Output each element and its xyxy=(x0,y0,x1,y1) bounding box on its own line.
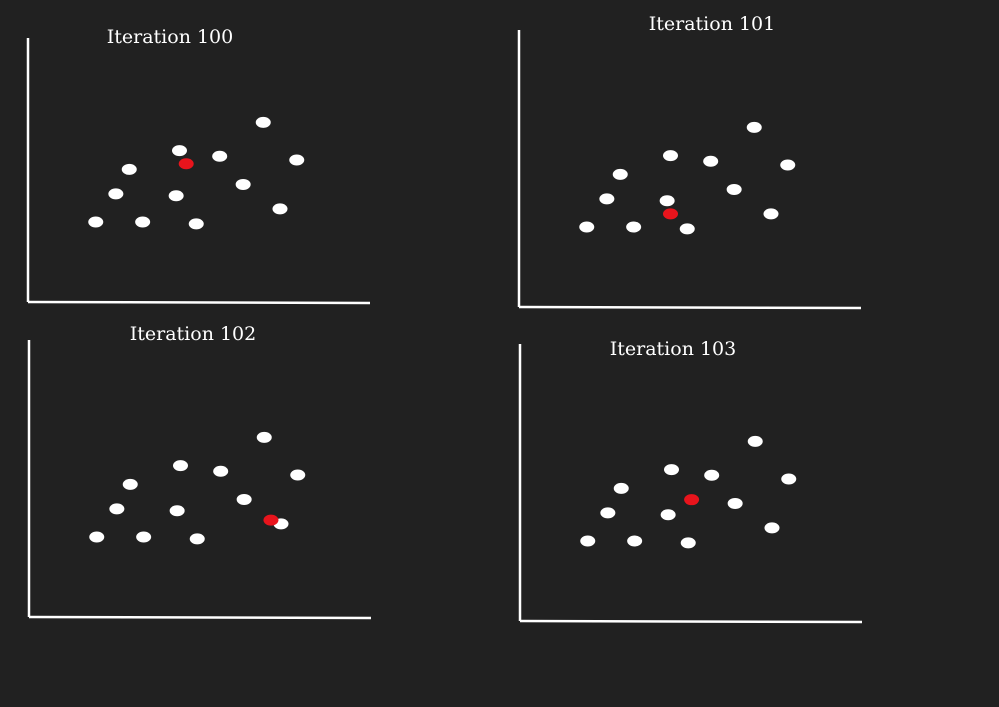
data-point xyxy=(213,465,229,477)
data-point xyxy=(272,203,288,215)
panel-3 xyxy=(518,344,863,624)
data-point xyxy=(88,216,104,228)
data-point xyxy=(89,531,105,543)
x-axis xyxy=(519,619,863,624)
data-point xyxy=(703,155,719,167)
data-point xyxy=(599,193,615,205)
highlighted-point xyxy=(663,208,678,220)
data-point xyxy=(600,507,616,519)
data-point xyxy=(627,535,643,547)
data-point xyxy=(173,460,188,472)
data-point xyxy=(580,535,596,547)
panel-0 xyxy=(26,38,371,305)
data-point xyxy=(108,188,124,200)
data-point xyxy=(764,522,780,534)
data-point xyxy=(660,509,676,521)
highlighted-point xyxy=(178,158,194,170)
data-point xyxy=(747,435,763,447)
panel-title-iteration-103: Iteration 103 xyxy=(609,338,737,360)
data-point xyxy=(169,505,185,517)
x-axis xyxy=(27,300,371,305)
data-point xyxy=(663,150,678,162)
data-point xyxy=(109,503,125,515)
panel-1 xyxy=(517,30,862,310)
data-point xyxy=(189,533,205,545)
x-axis xyxy=(28,615,372,620)
data-point xyxy=(612,168,628,180)
data-point xyxy=(121,163,137,175)
highlighted-point xyxy=(263,514,279,526)
data-point xyxy=(579,221,595,233)
data-point xyxy=(659,195,675,207)
data-point xyxy=(746,121,762,133)
data-point xyxy=(704,469,720,481)
data-point xyxy=(664,464,679,476)
data-point xyxy=(781,473,797,485)
data-point xyxy=(136,531,152,543)
panel-title-iteration-102: Iteration 102 xyxy=(129,323,257,345)
data-point xyxy=(780,159,796,171)
highlighted-point xyxy=(684,494,700,506)
data-point xyxy=(290,469,306,481)
data-point xyxy=(680,537,696,549)
data-point xyxy=(168,190,184,202)
data-point xyxy=(236,493,252,505)
data-point xyxy=(289,154,305,166)
panel-title-iteration-101: Iteration 101 xyxy=(648,13,776,35)
data-point xyxy=(626,221,642,233)
data-point xyxy=(726,183,742,195)
x-axis xyxy=(518,305,862,310)
data-point xyxy=(727,497,743,509)
data-point xyxy=(256,431,272,443)
panel-2 xyxy=(27,340,372,620)
data-point xyxy=(255,116,271,128)
data-point xyxy=(135,216,151,228)
panel-title-iteration-100: Iteration 100 xyxy=(106,26,234,48)
data-point xyxy=(679,223,695,235)
data-point xyxy=(613,482,629,494)
data-point xyxy=(188,218,204,230)
data-point xyxy=(172,145,187,157)
data-point xyxy=(763,208,779,220)
data-point xyxy=(212,150,228,162)
data-point xyxy=(235,178,251,190)
data-point xyxy=(122,478,138,490)
